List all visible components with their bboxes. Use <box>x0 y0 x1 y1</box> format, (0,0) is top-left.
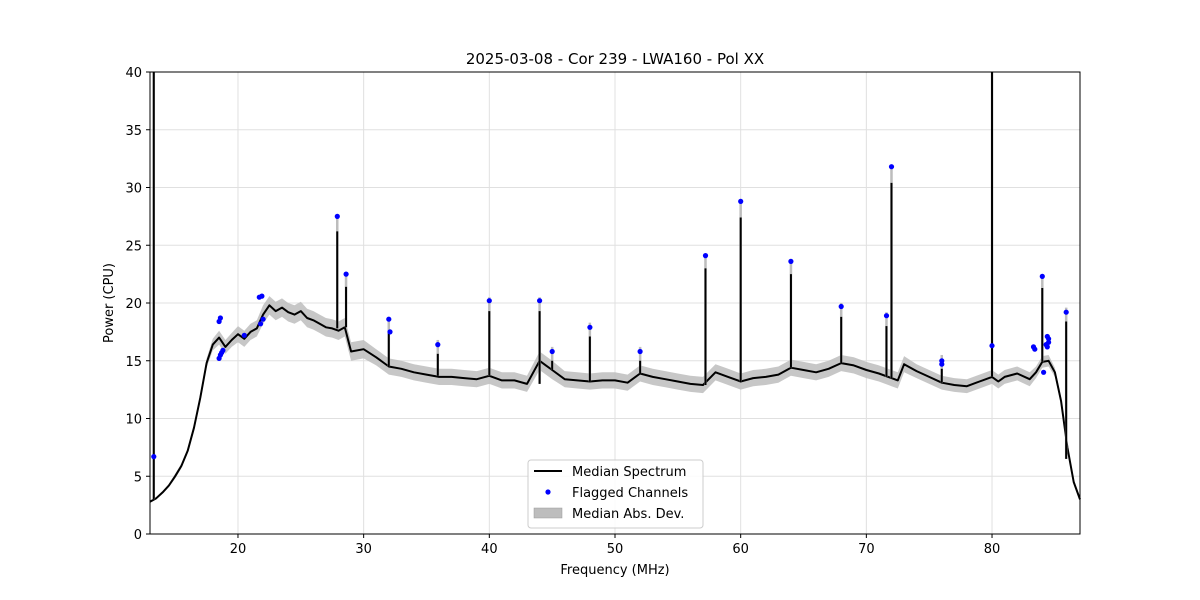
flagged-channel-point <box>537 298 543 304</box>
flagged-channel-point <box>260 316 266 322</box>
flagged-channel-point <box>259 293 265 299</box>
flagged-channel-point <box>1063 309 1069 315</box>
y-axis-ticks: 0 5 10 15 20 25 30 35 40 <box>125 66 150 543</box>
flagged-channel-point <box>387 329 393 335</box>
flagged-channel-point <box>888 164 895 170</box>
x-tick-label: 30 <box>355 542 372 557</box>
flagged-channel-point <box>989 343 995 349</box>
flagged-channel-point <box>1032 346 1038 352</box>
y-tick-label: 30 <box>125 182 142 197</box>
y-tick-label: 10 <box>125 413 142 428</box>
flagged-channel-point <box>702 253 709 259</box>
y-tick-label: 40 <box>125 66 142 81</box>
flagged-channel-point <box>1041 369 1047 375</box>
x-axis-label: Frequency (MHz) <box>560 563 669 578</box>
chart-title: 2025-03-08 - Cor 239 - LWA160 - Pol XX <box>466 50 764 68</box>
flagged-channel-point <box>1044 344 1050 350</box>
flagged-channel-point <box>241 332 247 338</box>
flagged-channel-point <box>587 324 593 330</box>
legend: Median Spectrum Flagged Channels Median … <box>527 459 704 529</box>
y-tick-label: 25 <box>125 239 142 254</box>
legend-median-label: Median Spectrum <box>572 465 686 480</box>
x-tick-label: 60 <box>732 542 749 557</box>
flagged-channel-point <box>486 298 492 304</box>
flagged-channel-point <box>435 342 441 348</box>
flagged-channels-group <box>151 164 1069 460</box>
legend-flagged-label: Flagged Channels <box>572 486 688 501</box>
flagged-channel-point <box>738 198 744 204</box>
median-spectrum-group <box>149 304 1081 503</box>
flagged-channel-point <box>939 361 945 367</box>
flagged-channel-point <box>343 271 349 277</box>
y-tick-label: 0 <box>134 528 142 543</box>
y-axis-label: Power (CPU) <box>102 263 117 343</box>
flagged-channel-point <box>151 454 157 460</box>
flagged-channel-point <box>788 258 794 264</box>
legend-mad-swatch <box>533 507 563 519</box>
x-tick-label: 80 <box>984 542 1001 557</box>
y-tick-label: 5 <box>134 470 142 485</box>
flagged-channel-point <box>838 303 844 310</box>
flagged-channel-point <box>637 348 643 355</box>
legend-flagged-swatch <box>545 489 551 495</box>
legend-box <box>527 459 704 529</box>
flagged-channel-point <box>1046 339 1052 345</box>
y-tick-label: 15 <box>125 355 142 370</box>
legend-mad-label: Median Abs. Dev. <box>572 507 684 522</box>
flagged-channel-point <box>220 347 226 353</box>
x-axis-ticks: 20 30 40 50 60 70 80 <box>230 534 1001 557</box>
x-tick-label: 40 <box>481 542 498 557</box>
flagged-channel-point <box>549 348 555 355</box>
y-tick-label: 20 <box>125 297 142 312</box>
flagged-channel-point <box>334 213 340 219</box>
x-tick-label: 20 <box>230 542 247 557</box>
x-tick-label: 70 <box>858 542 875 557</box>
median-spectrum-line <box>149 304 1081 503</box>
y-tick-label: 35 <box>125 124 142 139</box>
x-tick-label: 50 <box>607 542 624 557</box>
flagged-channel-point <box>883 313 890 319</box>
flagged-channel-point <box>217 315 223 321</box>
flagged-channel-point <box>258 321 264 327</box>
flagged-channel-point <box>386 316 392 322</box>
flagged-channel-point <box>1039 273 1045 279</box>
